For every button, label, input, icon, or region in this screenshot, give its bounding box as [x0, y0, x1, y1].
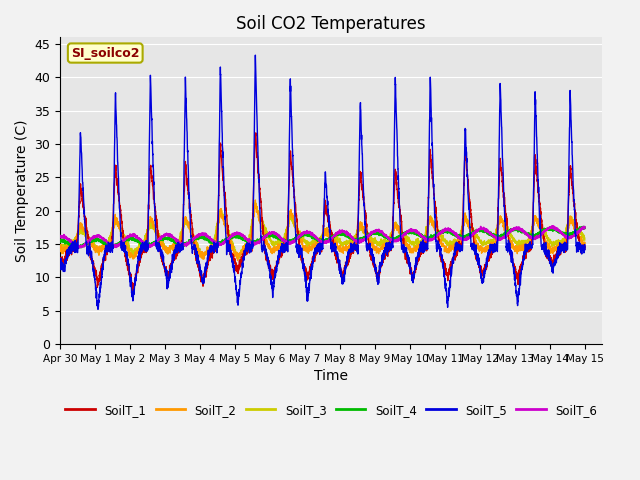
X-axis label: Time: Time: [314, 369, 348, 383]
SoilT_1: [56, 256, 64, 262]
Line: SoilT_2: SoilT_2: [60, 200, 585, 261]
SoilT_3: [531, 213, 539, 218]
Y-axis label: Soil Temperature (C): Soil Temperature (C): [15, 120, 29, 262]
SoilT_6: [548, 223, 556, 228]
SoilT_5: [169, 256, 177, 262]
SoilT_5: [94, 306, 102, 312]
SoilT_6: [581, 224, 589, 229]
Line: SoilT_6: SoilT_6: [60, 226, 585, 248]
SoilT_6: [531, 235, 539, 240]
SoilT_2: [581, 239, 589, 245]
SoilT_1: [129, 292, 137, 298]
SoilT_4: [531, 233, 539, 239]
SoilT_5: [374, 276, 381, 281]
SoilT_2: [234, 258, 241, 264]
Title: Soil CO2 Temperatures: Soil CO2 Temperatures: [236, 15, 426, 33]
SoilT_2: [203, 249, 211, 254]
SoilT_4: [581, 226, 589, 231]
SoilT_6: [75, 245, 83, 251]
SoilT_2: [56, 247, 64, 253]
SoilT_2: [531, 215, 539, 221]
SoilT_3: [169, 245, 177, 251]
SoilT_3: [581, 237, 589, 243]
SoilT_6: [56, 233, 64, 239]
SoilT_3: [581, 235, 589, 241]
SoilT_1: [581, 243, 589, 249]
SoilT_5: [531, 91, 539, 97]
SoilT_4: [383, 235, 390, 241]
SoilT_2: [581, 241, 589, 247]
SoilT_4: [56, 239, 64, 244]
Line: SoilT_5: SoilT_5: [60, 55, 585, 309]
SoilT_3: [203, 249, 211, 254]
SoilT_2: [383, 244, 390, 250]
SoilT_3: [383, 238, 390, 243]
SoilT_4: [169, 236, 177, 241]
SoilT_5: [383, 246, 390, 252]
SoilT_3: [252, 199, 259, 205]
Line: SoilT_3: SoilT_3: [60, 202, 585, 259]
SoilT_1: [203, 264, 211, 270]
Text: SI_soilco2: SI_soilco2: [71, 47, 140, 60]
SoilT_6: [169, 234, 177, 240]
SoilT_1: [252, 130, 260, 136]
SoilT_1: [581, 245, 589, 251]
SoilT_5: [581, 247, 589, 252]
SoilT_5: [252, 52, 259, 58]
SoilT_1: [169, 260, 177, 265]
SoilT_5: [581, 241, 589, 247]
SoilT_4: [581, 225, 589, 230]
SoilT_4: [203, 236, 211, 241]
SoilT_3: [56, 243, 64, 249]
Line: SoilT_1: SoilT_1: [60, 133, 585, 295]
SoilT_2: [252, 197, 259, 203]
SoilT_1: [374, 274, 381, 279]
SoilT_5: [203, 260, 211, 265]
Line: SoilT_4: SoilT_4: [60, 227, 585, 248]
SoilT_6: [374, 228, 381, 233]
SoilT_3: [234, 256, 241, 262]
Legend: SoilT_1, SoilT_2, SoilT_3, SoilT_4, SoilT_5, SoilT_6: SoilT_1, SoilT_2, SoilT_3, SoilT_4, Soil…: [61, 399, 602, 421]
SoilT_1: [383, 249, 390, 254]
SoilT_6: [581, 226, 589, 231]
SoilT_4: [579, 224, 587, 229]
SoilT_2: [374, 246, 381, 252]
SoilT_1: [531, 152, 539, 157]
SoilT_3: [374, 240, 381, 246]
SoilT_6: [383, 234, 390, 240]
SoilT_2: [169, 246, 177, 252]
SoilT_4: [374, 230, 381, 236]
SoilT_6: [203, 233, 211, 239]
SoilT_4: [71, 245, 79, 251]
SoilT_5: [56, 260, 64, 266]
